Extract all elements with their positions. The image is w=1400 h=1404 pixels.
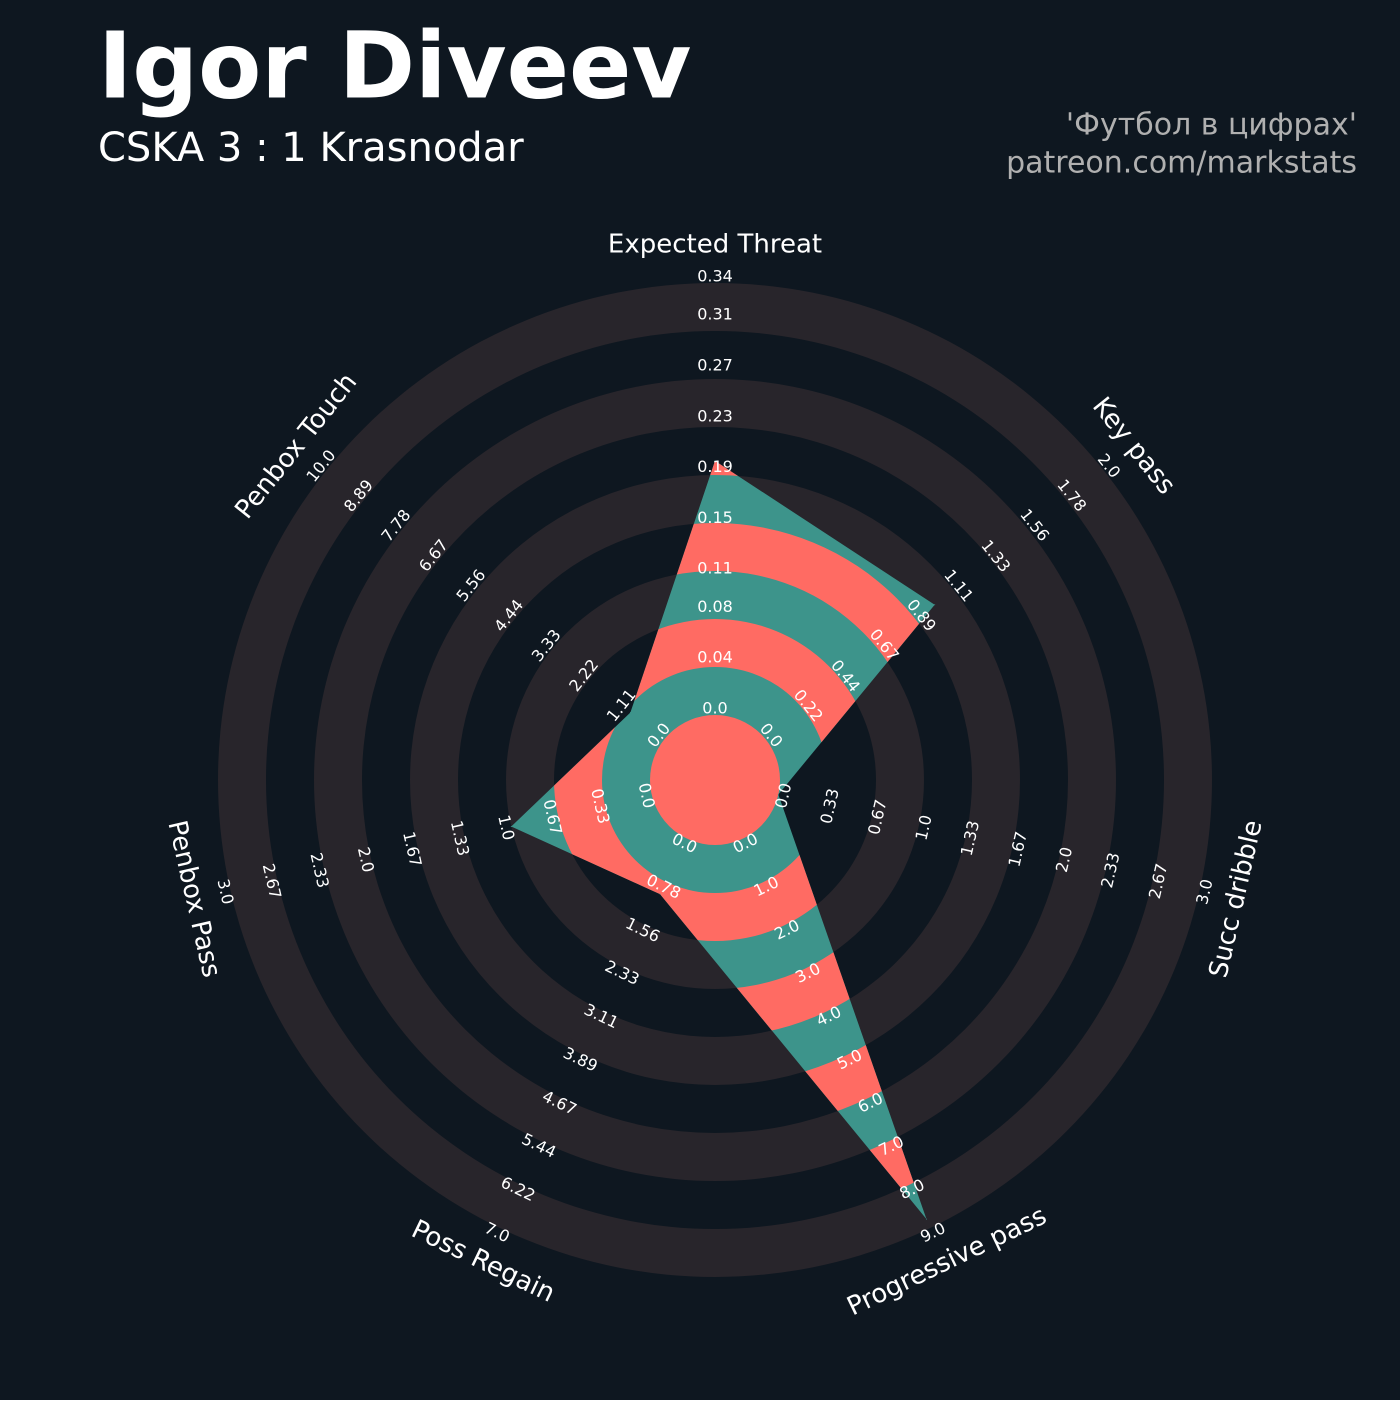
tick-label: 0.11 [697, 559, 733, 578]
tick-label: 0.34 [697, 267, 733, 286]
center [650, 715, 780, 845]
vertex [934, 604, 936, 606]
credit: patreon.com/markstats [1006, 146, 1357, 181]
tick-label: 0.08 [697, 597, 733, 616]
tick-label: 0.0 [702, 699, 727, 718]
credit: 'Футбол в цифрах' [1066, 108, 1357, 143]
vertex [925, 1218, 927, 1220]
axis-label: Expected Threat [608, 230, 822, 260]
tick-label: 0.23 [697, 406, 733, 425]
chart-subtitle: CSKA 3 : 1 Krasnodar [98, 125, 524, 171]
chart-title: Igor Diveev [98, 12, 691, 119]
tick-label: 0.27 [697, 355, 733, 374]
vertex [629, 712, 631, 714]
vertex [777, 793, 779, 795]
tick-label: 0.19 [697, 457, 733, 476]
tick-label: 0.04 [697, 648, 733, 667]
tick-label: 0.31 [697, 305, 733, 324]
vertex [714, 460, 716, 462]
vertex [510, 826, 512, 828]
vertex [659, 893, 661, 895]
tick-label: 0.15 [697, 508, 733, 527]
